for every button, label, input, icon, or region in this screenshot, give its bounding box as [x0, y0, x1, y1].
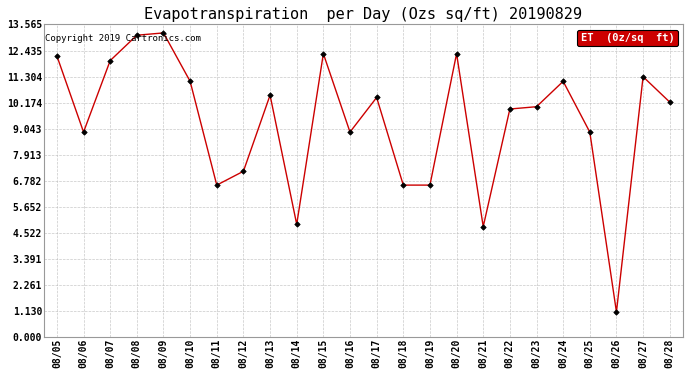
Text: Copyright 2019 Cartronics.com: Copyright 2019 Cartronics.com: [45, 34, 201, 43]
Title: Evapotranspiration  per Day (Ozs sq/ft) 20190829: Evapotranspiration per Day (Ozs sq/ft) 2…: [144, 7, 582, 22]
Legend: ET  (0z/sq  ft): ET (0z/sq ft): [577, 30, 678, 46]
